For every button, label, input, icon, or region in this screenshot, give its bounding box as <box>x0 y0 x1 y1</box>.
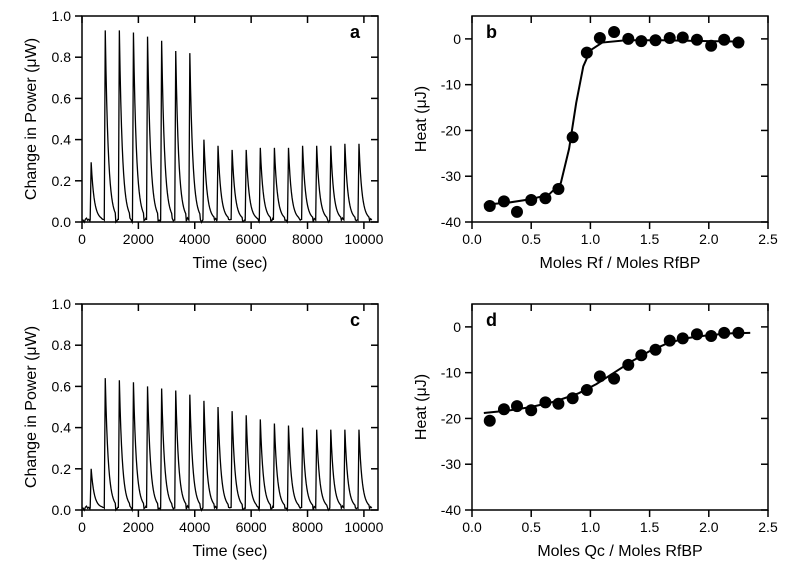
svg-text:Change in Power (μW): Change in Power (μW) <box>23 38 40 200</box>
svg-text:1.0: 1.0 <box>581 519 601 535</box>
svg-text:0.6: 0.6 <box>52 90 72 106</box>
svg-text:2.0: 2.0 <box>699 519 719 535</box>
svg-text:c: c <box>350 310 360 330</box>
svg-text:-10: -10 <box>441 77 461 93</box>
svg-text:2000: 2000 <box>123 519 154 535</box>
svg-text:-20: -20 <box>441 122 461 138</box>
svg-text:0.2: 0.2 <box>52 461 72 477</box>
svg-text:a: a <box>350 22 361 42</box>
svg-text:6000: 6000 <box>236 231 267 247</box>
svg-text:0.6: 0.6 <box>52 378 72 394</box>
svg-text:4000: 4000 <box>179 519 210 535</box>
panel-b: 0.0 0.5 1.0 1.5 2.0 2.5 -40 -30 -20 -10 0 Moles Rf … <box>408 6 778 276</box>
svg-text:0.0: 0.0 <box>462 231 482 247</box>
svg-text:1.5: 1.5 <box>640 231 660 247</box>
svg-text:1.0: 1.0 <box>581 231 601 247</box>
svg-text:0: 0 <box>453 319 461 335</box>
svg-text:-30: -30 <box>441 456 461 472</box>
svg-text:2000: 2000 <box>123 231 154 247</box>
svg-text:10000: 10000 <box>344 519 383 535</box>
svg-text:0.0: 0.0 <box>52 502 72 518</box>
svg-text:0.8: 0.8 <box>52 337 72 353</box>
svg-text:0.8: 0.8 <box>52 49 72 65</box>
svg-text:0.0: 0.0 <box>52 214 72 230</box>
svg-text:d: d <box>486 310 497 330</box>
svg-text:6000: 6000 <box>236 519 267 535</box>
panel-c: 0 2000 4000 6000 8000 10000 0.0 0.2 0.4 0.6 0.8 1.0… <box>18 294 388 564</box>
svg-text:Time (sec): Time (sec) <box>193 255 268 272</box>
svg-text:Heat (μJ): Heat (μJ) <box>413 374 430 440</box>
svg-text:10000: 10000 <box>344 231 383 247</box>
svg-text:8000: 8000 <box>292 231 323 247</box>
svg-text:1.5: 1.5 <box>640 519 660 535</box>
svg-text:-30: -30 <box>441 168 461 184</box>
svg-text:2.5: 2.5 <box>758 519 778 535</box>
svg-text:2.5: 2.5 <box>758 231 778 247</box>
svg-text:0.2: 0.2 <box>52 173 72 189</box>
svg-text:0.4: 0.4 <box>52 420 72 436</box>
svg-text:Change in Power (μW): Change in Power (μW) <box>23 326 40 488</box>
svg-text:-40: -40 <box>441 502 461 518</box>
svg-text:-20: -20 <box>441 410 461 426</box>
svg-text:b: b <box>486 22 497 42</box>
figure-container: 0 2000 4000 6000 8000 10000 0.0 0.2 0.4 0.6 0.8 1.0… <box>0 0 788 574</box>
svg-text:-40: -40 <box>441 214 461 230</box>
svg-text:0.5: 0.5 <box>521 231 541 247</box>
svg-text:0: 0 <box>78 231 86 247</box>
svg-text:Moles Rf / Moles RfBP: Moles Rf / Moles RfBP <box>540 255 701 272</box>
panel-a: 0 2000 4000 6000 8000 10000 0.0 0.2 0.4 0.6 0.8 1.0… <box>18 6 388 276</box>
svg-text:1.0: 1.0 <box>52 8 72 24</box>
svg-text:8000: 8000 <box>292 519 323 535</box>
svg-text:Time (sec): Time (sec) <box>193 543 268 560</box>
svg-text:Moles Qc / Moles RfBP: Moles Qc / Moles RfBP <box>537 543 702 560</box>
panel-d: 0.0 0.5 1.0 1.5 2.0 2.5 -40 -30 -20 -10 0 Moles Qc … <box>408 294 778 564</box>
svg-text:0: 0 <box>453 31 461 47</box>
svg-text:Heat (μJ): Heat (μJ) <box>413 86 430 152</box>
svg-text:4000: 4000 <box>179 231 210 247</box>
svg-text:0.5: 0.5 <box>521 519 541 535</box>
svg-text:2.0: 2.0 <box>699 231 719 247</box>
svg-text:0.0: 0.0 <box>462 519 482 535</box>
svg-text:1.0: 1.0 <box>52 296 72 312</box>
svg-text:-10: -10 <box>441 365 461 381</box>
svg-text:0.4: 0.4 <box>52 132 72 148</box>
svg-text:0: 0 <box>78 519 86 535</box>
